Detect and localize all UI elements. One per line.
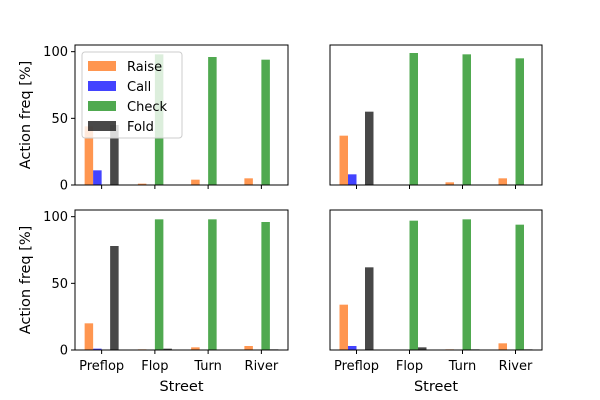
subplot-2 (329, 44, 543, 189)
y-tick-label: 50 (51, 112, 68, 127)
x-tick-label: Turn (193, 359, 222, 374)
bar-fold-preflop (110, 125, 119, 185)
bar-raise-preflop (339, 304, 348, 350)
bar-call-preflop (93, 170, 102, 185)
axes-frame (74, 44, 289, 186)
bar-raise-turn (445, 182, 454, 185)
bar-raise-river (244, 178, 253, 185)
legend-swatch-check (88, 101, 116, 111)
subplot-4: Preflop Flop Turn River Street (329, 209, 543, 395)
bar-check-river (261, 59, 270, 185)
axes-frame (329, 44, 543, 186)
y-tick-label: 100 (43, 210, 68, 225)
legend-label-raise: Raise (127, 60, 162, 75)
bar-fold-flop (163, 348, 172, 350)
y-axis-label: Action freq [%] (18, 226, 34, 335)
bar-check-flop (154, 219, 164, 350)
x-axis-label: Street (414, 379, 458, 395)
x-axis-label: Street (159, 379, 203, 395)
bar-raise-river (498, 343, 507, 350)
bar-call-preflop (93, 348, 102, 350)
bar-check-flop (409, 220, 418, 350)
bar-call-preflop (348, 174, 357, 185)
x-tick-label: Turn (448, 359, 477, 374)
bar-check-river (515, 224, 524, 350)
legend-box (81, 51, 183, 139)
x-tick-label: River (245, 359, 279, 374)
bar-check-turn (462, 54, 471, 185)
x-tick-label: Flop (141, 359, 168, 374)
y-tick-label: 0 (60, 179, 68, 194)
bar-raise-river (244, 346, 253, 350)
y-tick-label: 100 (43, 45, 68, 60)
axes-frame (329, 209, 543, 351)
bar-raise-turn (191, 179, 200, 185)
bar-call-preflop (348, 346, 357, 350)
bar-raise-preflop (339, 135, 348, 185)
bar-fold-flop (418, 347, 427, 350)
legend-label-call: Call (127, 80, 151, 95)
y-axis-label: Action freq [%] (18, 61, 34, 170)
bar-fold-preflop (110, 246, 119, 350)
y-tick-label: 0 (60, 344, 68, 359)
x-tick-label: River (499, 359, 533, 374)
bar-check-river (261, 222, 270, 350)
bar-check-turn (208, 57, 217, 185)
subplot-grid: 0 50 100 Action freq [%] 0 50 100 Preflop Flop Tu… (18, 44, 543, 395)
bar-fold-preflop (365, 111, 374, 185)
legend-label-check: Check (127, 100, 167, 115)
bar-raise-preflop (84, 126, 94, 185)
legend-swatch-call (88, 81, 116, 91)
bar-raise-river (498, 178, 507, 185)
x-tick-label: Preflop (79, 359, 124, 374)
bar-raise-turn (191, 347, 200, 350)
bar-check-turn (208, 219, 217, 350)
bar-check-turn (462, 219, 471, 350)
legend: Raise Call Check Fold (81, 51, 183, 139)
x-tick-label: Preflop (334, 359, 379, 374)
bar-check-river (515, 58, 524, 185)
subplot-3: 0 50 100 Preflop Flop Turn River Action freq [%… (18, 209, 289, 395)
bar-raise-flop (137, 183, 147, 185)
axes-frame (74, 209, 289, 351)
bar-fold-preflop (365, 267, 374, 350)
bar-check-flop (409, 53, 418, 185)
bar-raise-preflop (84, 323, 94, 350)
y-tick-label: 50 (51, 277, 68, 292)
legend-swatch-raise (88, 61, 116, 71)
legend-swatch-fold (88, 121, 116, 131)
x-tick-label: Flop (396, 359, 423, 374)
legend-label-fold: Fold (127, 120, 154, 135)
